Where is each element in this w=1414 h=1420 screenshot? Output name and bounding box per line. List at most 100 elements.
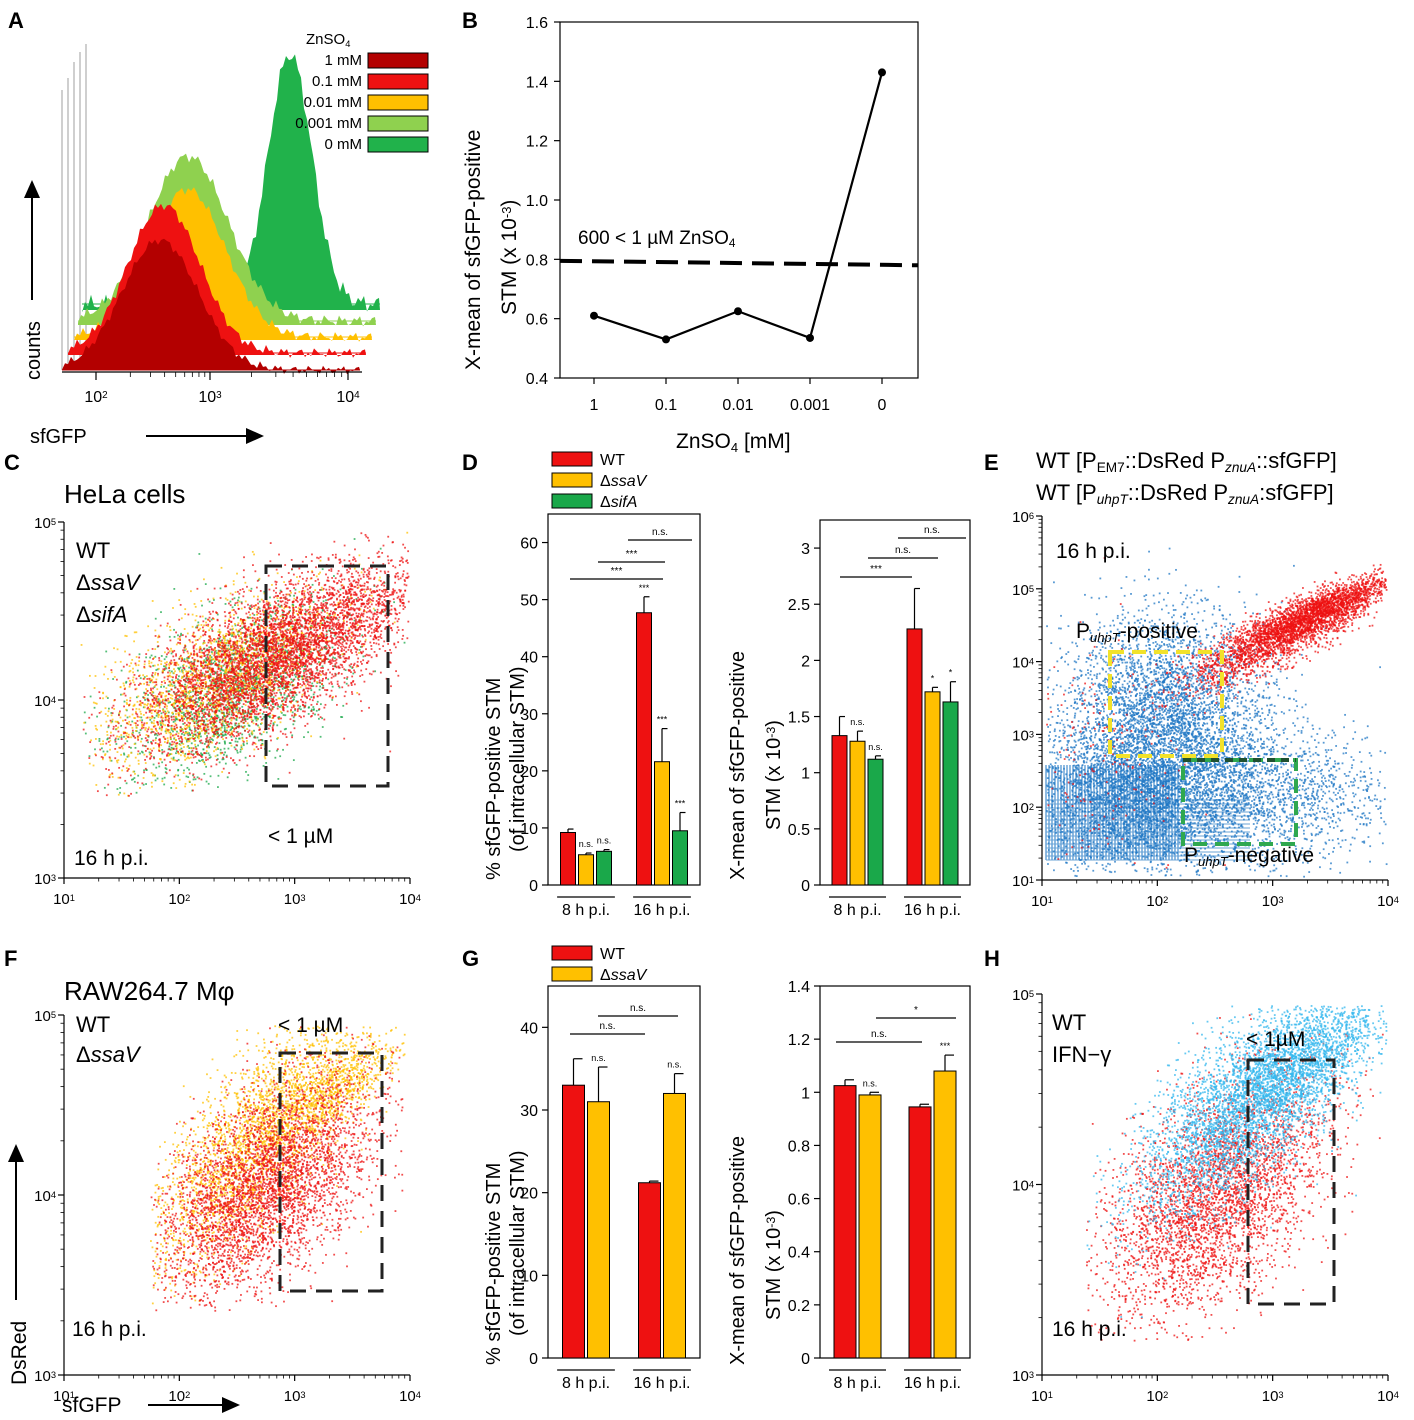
plot-frame-b bbox=[560, 22, 918, 378]
scatter-dot-c-sifa bbox=[253, 614, 255, 616]
scatter-dot-c-sifa bbox=[181, 764, 183, 766]
scatter-dot-c-sifa bbox=[291, 734, 293, 736]
scatter-dot-c-sifa bbox=[314, 714, 316, 716]
scatter-dot-c-sifa bbox=[162, 778, 164, 780]
scatter-dot-c-sifa bbox=[121, 736, 123, 738]
scatter-dot-c-sifa bbox=[181, 709, 183, 711]
scatter-dot-c-sifa bbox=[161, 712, 163, 714]
scatter-dot-c-sifa bbox=[282, 749, 284, 751]
legend-label-a: 0.1 mM bbox=[312, 73, 362, 90]
scatter-dot-c-sifa bbox=[222, 731, 224, 733]
scatter-dot-c-sifa bbox=[120, 725, 122, 727]
scatter-dot-c-sifa bbox=[177, 634, 179, 636]
scatter-dot-c-sifa bbox=[274, 757, 276, 759]
scatter-dot-c-sifa bbox=[200, 736, 202, 738]
scatter-dot-c-sifa bbox=[220, 668, 222, 670]
scatter-dot-c-sifa bbox=[193, 779, 195, 781]
scatter-dot-c-sifa bbox=[293, 595, 295, 597]
scatter-dot-c-sifa bbox=[197, 622, 199, 624]
scatter-dot-c-sifa bbox=[284, 697, 286, 699]
scatter-dot-c-sifa bbox=[206, 735, 208, 737]
scatter-dot-c-sifa bbox=[184, 658, 186, 660]
panel-letter-e: E bbox=[984, 450, 999, 475]
scatter-dot-c-sifa bbox=[302, 605, 304, 607]
x-tick-label-b: 0.001 bbox=[790, 397, 830, 414]
scatter-dot-c-sifa bbox=[126, 740, 128, 742]
scatter-dot-c-sifa bbox=[279, 755, 281, 757]
scatter-dot-c-sifa bbox=[145, 783, 147, 785]
data-point-b bbox=[806, 334, 814, 342]
scatter-dot-c-sifa bbox=[183, 770, 185, 772]
scatter-dot-c-sifa bbox=[197, 694, 199, 696]
scatter-dot-c-sifa bbox=[159, 720, 161, 722]
scatter-dot-c-sifa bbox=[190, 711, 192, 713]
scatter-dot-c-sifa bbox=[125, 682, 127, 684]
sfgfp-arrowhead bbox=[246, 428, 264, 444]
scatter-dot-c-sifa bbox=[155, 780, 157, 782]
scatter-dot-c-sifa bbox=[245, 771, 247, 773]
scatter-dot-c-sifa bbox=[361, 568, 363, 570]
y-tick-label-b: 0.4 bbox=[526, 371, 548, 388]
scatter-dot-c-sifa bbox=[142, 752, 144, 754]
y-axis-label2-b: STM (x 10-3) bbox=[498, 200, 521, 315]
scatter-dot-c-sifa bbox=[320, 703, 322, 705]
panel-c: 101 102 103 104103104105HeLa cellsWTΔssaVΔs… bbox=[34, 479, 421, 908]
scatter-dot-c-sifa bbox=[205, 618, 207, 620]
scatter-dot-c-sifa bbox=[241, 746, 243, 748]
x-tick-label-a: 102 bbox=[84, 389, 108, 406]
scatter-dot-c-sifa bbox=[227, 776, 229, 778]
data-point-b bbox=[734, 307, 742, 315]
scatter-dot-c-sifa bbox=[352, 673, 354, 675]
panel-letter-b: B bbox=[462, 8, 478, 33]
legend-swatch-a bbox=[368, 116, 428, 131]
scatter-dot-c-sifa bbox=[186, 776, 188, 778]
scatter-dot-c-sifa bbox=[158, 766, 160, 768]
scatter-dot-c-sifa bbox=[140, 717, 142, 719]
x-tick-label-b: 0.1 bbox=[655, 397, 677, 414]
scatter-dot-c-sifa bbox=[173, 721, 175, 723]
x-tick-label-b: 1 bbox=[590, 397, 599, 414]
scatter-dot-c-sifa bbox=[134, 781, 136, 783]
legend-swatch-a bbox=[368, 137, 428, 152]
threshold-line-b bbox=[560, 261, 918, 265]
scatter-dot-c-sifa bbox=[181, 733, 183, 735]
scatter-dot-c-sifa bbox=[246, 743, 248, 745]
scatter-dot-c-sifa bbox=[130, 747, 132, 749]
scatter-dot-c-sifa bbox=[293, 696, 295, 698]
scatter-dot-c-sifa bbox=[156, 734, 158, 736]
y-tick-label-b: 1.0 bbox=[526, 193, 548, 210]
scatter-dot-c-sifa bbox=[303, 670, 305, 672]
scatter-dot-c-sifa bbox=[404, 642, 406, 644]
scatter-dot-c-sifa bbox=[103, 751, 105, 753]
counts-label: counts bbox=[23, 321, 45, 380]
scatter-dot-c-sifa bbox=[209, 601, 211, 603]
scatter-dot-c-sifa bbox=[144, 699, 146, 701]
scatter-dot-c-sifa bbox=[161, 761, 163, 763]
scatter-dot-c-sifa bbox=[262, 713, 264, 715]
scatter-dot-c-sifa bbox=[160, 686, 162, 688]
scatter-dot-c-sifa bbox=[180, 667, 182, 669]
y-tick-label-b: 0.8 bbox=[526, 252, 548, 269]
scatter-dot-c-sifa bbox=[209, 680, 211, 682]
scatter-dot-c-sifa bbox=[220, 587, 222, 589]
scatter-dot-c-sifa bbox=[206, 781, 208, 783]
scatter-dot-c-sifa bbox=[190, 671, 192, 673]
scatter-dot-c-sifa bbox=[327, 678, 329, 680]
scatter-dot-c-sifa bbox=[311, 683, 313, 685]
scatter-dot-c-sifa bbox=[117, 788, 119, 790]
scatter-dot-c-sifa bbox=[359, 649, 361, 651]
scatter-dot-c-sifa bbox=[191, 742, 193, 744]
scatter-dot-c-sifa bbox=[318, 718, 320, 720]
scatter-dot-c-sifa bbox=[277, 643, 279, 645]
scatter-dot-c-sifa bbox=[265, 762, 267, 764]
scatter-dot-c-sifa bbox=[354, 538, 356, 540]
panel-letter-d: D bbox=[462, 450, 478, 475]
scatter-dot-c-sifa bbox=[205, 766, 207, 768]
scatter-dot-c-sifa bbox=[178, 759, 180, 761]
scatter-dot-c-sifa bbox=[312, 584, 314, 586]
y-tick-label-b: 1.6 bbox=[526, 15, 548, 32]
panel-letter-g: G bbox=[462, 946, 479, 971]
scatter-dot-c-sifa bbox=[139, 653, 141, 655]
legend-swatch-a bbox=[368, 53, 428, 68]
scatter-dot-c-sifa bbox=[195, 778, 197, 780]
